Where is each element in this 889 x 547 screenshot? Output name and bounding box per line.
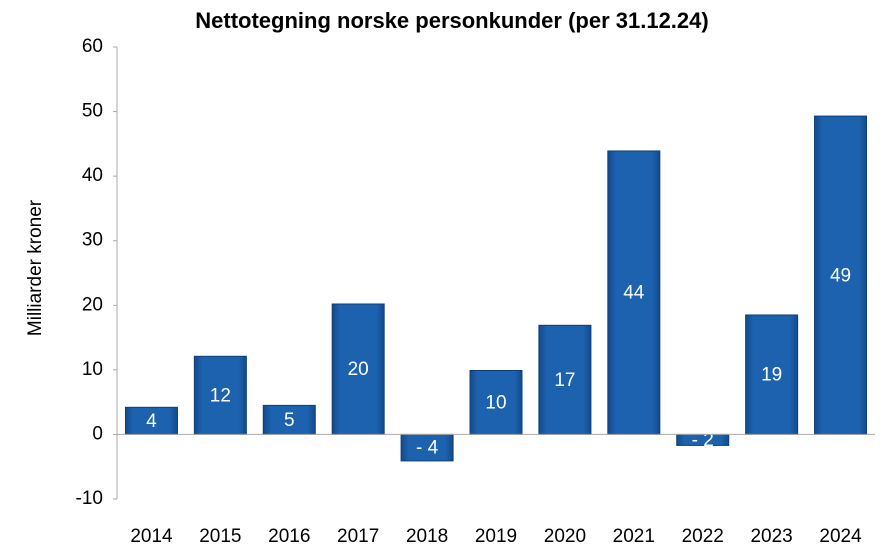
value-label: 17: [554, 370, 575, 391]
x-tick-label: 2022: [682, 526, 724, 547]
bar: [469, 370, 523, 435]
x-tick-label: 2020: [544, 526, 586, 547]
x-tick-label: 2024: [819, 526, 862, 547]
y-axis-label: Milliarder kroner: [25, 199, 46, 336]
value-label: - 2: [692, 430, 714, 451]
value-label: 12: [210, 385, 231, 406]
value-label: 49: [830, 265, 851, 286]
y-tick-label: 60: [82, 36, 103, 57]
value-label: - 4: [416, 438, 439, 459]
x-tick-label: 2015: [199, 526, 241, 547]
y-tick-label: 40: [82, 165, 103, 186]
y-tick-label: -10: [76, 488, 103, 509]
x-tick-label: 2018: [406, 526, 448, 547]
x-tick-label: 2017: [337, 526, 379, 547]
value-label: 10: [485, 392, 506, 413]
y-tick-label: 0: [92, 423, 103, 444]
x-tick-label: 2021: [613, 526, 655, 547]
y-tick-label: 10: [82, 359, 103, 380]
value-label: 20: [348, 359, 369, 380]
value-label: 5: [284, 410, 295, 431]
x-tick-label: 2019: [475, 526, 517, 547]
y-tick-label: 50: [82, 101, 103, 122]
bar: [814, 115, 868, 435]
bar: [538, 324, 592, 435]
x-tick-label: 2023: [750, 526, 792, 547]
bar: [124, 406, 178, 435]
chart-title: Nettotegning norske personkunder (per 31…: [195, 8, 708, 33]
value-label: 44: [623, 283, 645, 304]
x-tick-label: 2016: [268, 526, 310, 547]
bar: [607, 150, 661, 435]
y-tick-label: 20: [82, 294, 103, 315]
x-tick-label: 2014: [130, 526, 173, 547]
y-tick-label: 30: [82, 230, 103, 251]
value-label: 4: [146, 411, 157, 432]
value-label: 19: [761, 365, 782, 386]
bar: [745, 314, 799, 435]
